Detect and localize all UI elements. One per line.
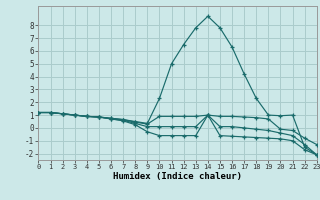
X-axis label: Humidex (Indice chaleur): Humidex (Indice chaleur) xyxy=(113,172,242,181)
